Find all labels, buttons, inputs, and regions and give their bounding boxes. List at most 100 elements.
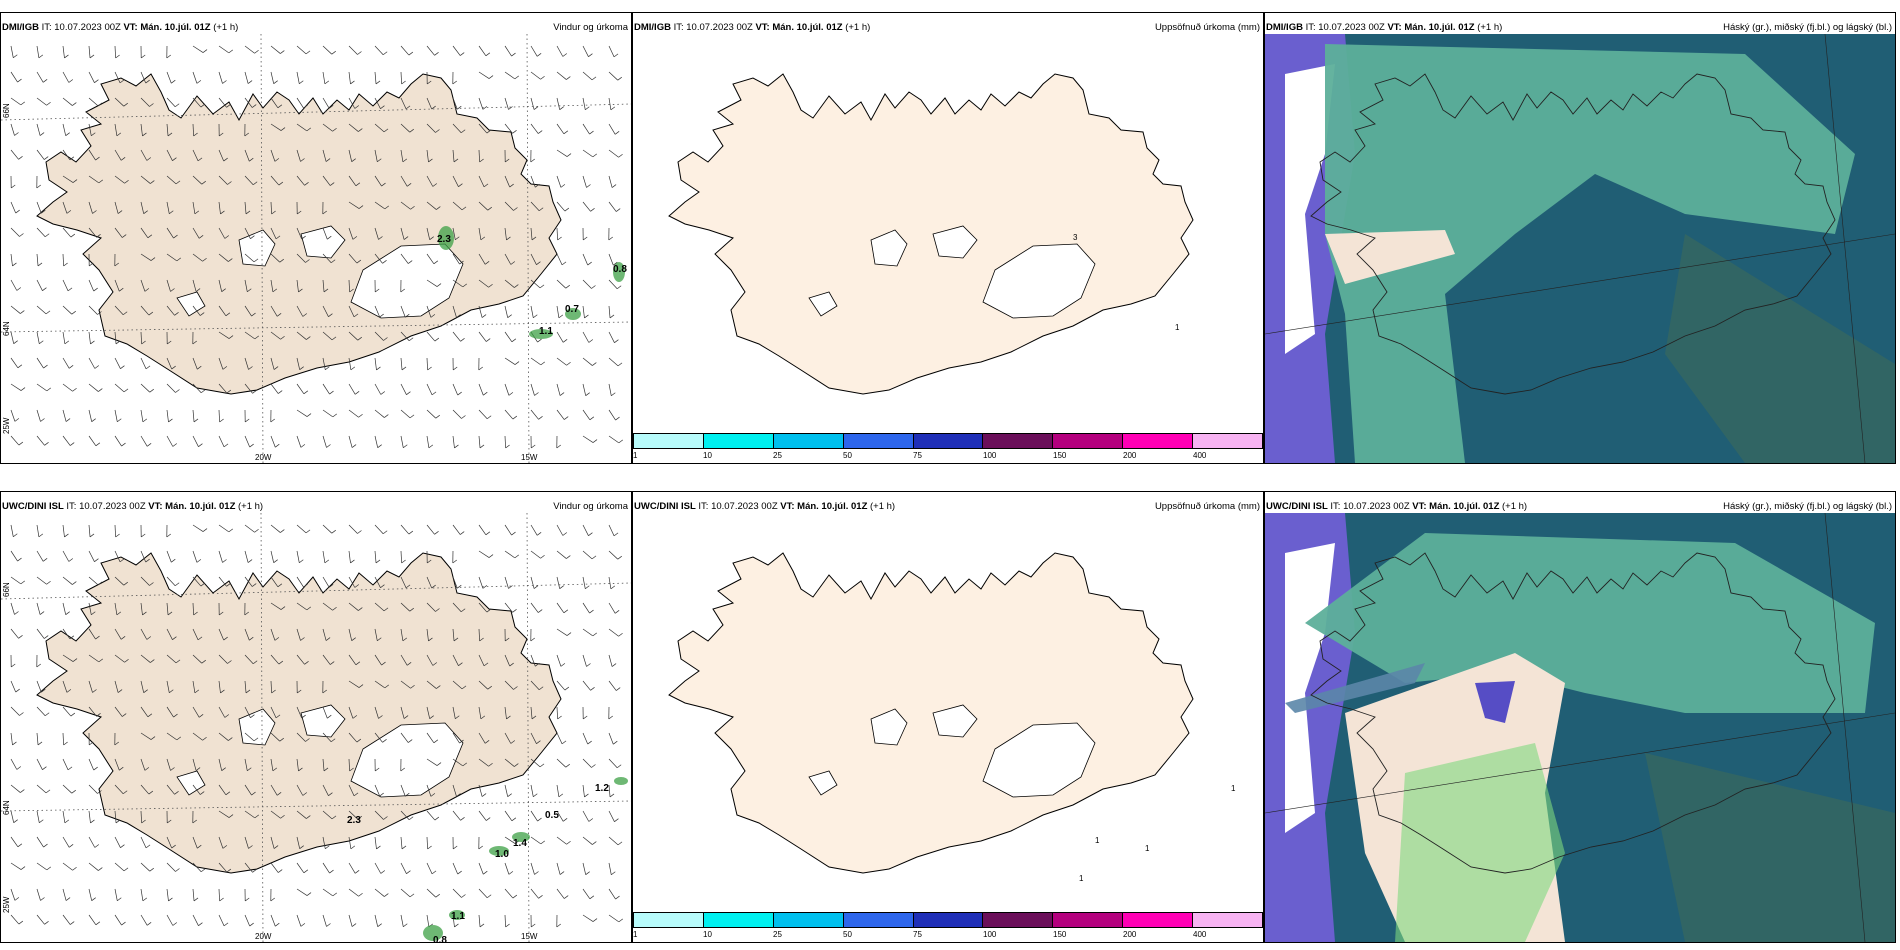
lon-label: 20W	[255, 453, 272, 462]
colorbar-tick-label: 50	[843, 930, 852, 939]
model-name: UWC/DINI ISL	[634, 501, 696, 512]
valid-time: Mán. 10.júl. 01Z	[1429, 501, 1500, 512]
vt-label: VT:	[1412, 501, 1427, 512]
valid-time: Mán. 10.júl. 01Z	[772, 22, 843, 33]
colorbar-swatch	[913, 913, 984, 927]
panel-header: DMI/IGB IT: 10.07.2023 00Z VT: Mán. 10.j…	[2, 22, 628, 33]
lon-label: 20W	[255, 932, 272, 941]
panel-field-title: Uppsöfnuð úrkoma (mm)	[1154, 22, 1260, 33]
precip-value-label: 1.2	[595, 783, 609, 794]
panel-field-title: Vindur og úrkoma	[553, 22, 628, 33]
colorbar-tick-label: 50	[843, 451, 852, 460]
panel-field-title: Uppsöfnuð úrkoma (mm)	[1154, 501, 1260, 512]
accum-value-label: 1	[1175, 323, 1180, 332]
it-label: IT:	[1305, 22, 1316, 33]
colorbar-swatch	[634, 434, 704, 448]
cloud-cover-map	[1265, 513, 1895, 942]
lead-time: (+1 h)	[870, 501, 896, 512]
colorbar-swatch	[1053, 434, 1124, 448]
vt-label: VT:	[123, 22, 138, 33]
lon-label: 25W	[2, 417, 11, 434]
colorbar-tick-label: 10	[703, 451, 712, 460]
lat-label: 64N	[2, 321, 11, 336]
accum-value-label: 3	[1073, 233, 1078, 242]
colorbar-tick-label: 100	[983, 451, 997, 460]
vt-label: VT:	[780, 501, 795, 512]
colorbar-swatch	[1123, 434, 1194, 448]
precip-value-label: 0.8	[433, 935, 447, 942]
colorbar-swatch	[843, 913, 914, 927]
colorbar-swatch	[1193, 913, 1263, 927]
colorbar-swatches	[633, 912, 1263, 928]
colorbar-tick-label: 75	[913, 930, 922, 939]
lon-label: 15W	[521, 453, 538, 462]
panel-header: UWC/DINI ISL IT: 10.07.2023 00Z VT: Mán.…	[1266, 501, 1892, 512]
panel-field-title: Vindur og úrkoma	[553, 501, 628, 512]
init-time: 10.07.2023 00Z	[711, 501, 778, 512]
valid-time: Mán. 10.júl. 01Z	[165, 501, 236, 512]
colorbar-tick-label: 200	[1123, 451, 1137, 460]
model-name: UWC/DINI ISL	[1266, 501, 1328, 512]
lon-label: 15W	[521, 932, 538, 941]
colorbar-tick-label: 400	[1193, 930, 1207, 939]
lon-label: 25W	[2, 896, 11, 913]
precip-value-label: 1.4	[513, 838, 527, 849]
it-label: IT:	[698, 501, 709, 512]
it-label: IT:	[1330, 501, 1341, 512]
colorbar-swatch	[773, 913, 844, 927]
colorbar-swatch	[1053, 913, 1124, 927]
colorbar-swatch	[913, 434, 984, 448]
model-name: UWC/DINI ISL	[2, 501, 64, 512]
valid-time: Mán. 10.júl. 01Z	[140, 22, 211, 33]
lead-time: (+1 h)	[1477, 22, 1503, 33]
wind-precip-map: 2.3 0.8 0.7 1.1 20W 15W 66N 64N 25W	[1, 34, 631, 463]
vt-label: VT:	[1387, 22, 1402, 33]
colorbar-ticks: 1 10 25 50 75 100 150 200 400	[633, 449, 1263, 461]
lat-label: 64N	[2, 800, 11, 815]
it-label: IT:	[673, 22, 684, 33]
accum-value-label: 1	[1079, 874, 1084, 883]
model-name: DMI/IGB	[2, 22, 39, 33]
accum-value-label: 1	[1231, 784, 1236, 793]
colorbar-ticks: 1 10 25 50 75 100 150 200 400	[633, 928, 1263, 940]
colorbar-swatch	[773, 434, 844, 448]
colorbar-tick-label: 25	[773, 451, 782, 460]
precip-value-label: 0.7	[565, 304, 579, 315]
colorbar-swatch	[843, 434, 914, 448]
init-time: 10.07.2023 00Z	[1343, 501, 1410, 512]
valid-time: Mán. 10.júl. 01Z	[1404, 22, 1475, 33]
precip-value-label: 2.3	[347, 815, 361, 826]
accum-precip-map: 31	[668, 73, 1194, 395]
panel-header: DMI/IGB IT: 10.07.2023 00Z VT: Mán. 10.j…	[634, 22, 1260, 33]
panel-header: DMI/IGB IT: 10.07.2023 00Z VT: Mán. 10.j…	[1266, 22, 1892, 33]
precip-value-label: 0.5	[545, 810, 559, 821]
lead-time: (+1 h)	[238, 501, 264, 512]
colorbar-tick-label: 100	[983, 930, 997, 939]
colorbar-tick-label: 150	[1053, 451, 1067, 460]
vt-label: VT:	[148, 501, 163, 512]
precip-colorbar: 1 10 25 50 75 100 150 200 400	[633, 912, 1263, 942]
precip-value-label: 1.0	[495, 849, 509, 860]
panel-field-title: Háský (gr.), miðský (fj.bl.) og lágský (…	[1723, 501, 1892, 512]
it-label: IT:	[41, 22, 52, 33]
colorbar-swatch	[703, 913, 774, 927]
colorbar-tick-label: 400	[1193, 451, 1207, 460]
colorbar-tick-label: 1	[633, 930, 638, 939]
init-time: 10.07.2023 00Z	[54, 22, 121, 33]
cloud-cover-map	[1265, 34, 1895, 463]
colorbar-tick-label: 75	[913, 451, 922, 460]
precip-value-label: 0.8	[613, 264, 627, 275]
precip-value-label: 1.1	[451, 911, 465, 922]
lead-time: (+1 h)	[1502, 501, 1528, 512]
lat-label: 66N	[2, 103, 11, 118]
colorbar-swatch	[634, 913, 704, 927]
colorbar-swatch	[1123, 913, 1194, 927]
init-time: 10.07.2023 00Z	[1318, 22, 1385, 33]
colorbar-swatch	[983, 913, 1054, 927]
colorbar-tick-label: 10	[703, 930, 712, 939]
accum-precip-map: 1 1 1 1	[668, 552, 1236, 883]
wind-precip-map: 1.20.52.31.41.01.10.80.920W15W66N64N25W	[1, 513, 631, 942]
precip-value-label: 1.1	[539, 326, 553, 337]
panel-header: UWC/DINI ISL IT: 10.07.2023 00Z VT: Mán.…	[2, 501, 628, 512]
valid-time: Mán. 10.júl. 01Z	[797, 501, 868, 512]
